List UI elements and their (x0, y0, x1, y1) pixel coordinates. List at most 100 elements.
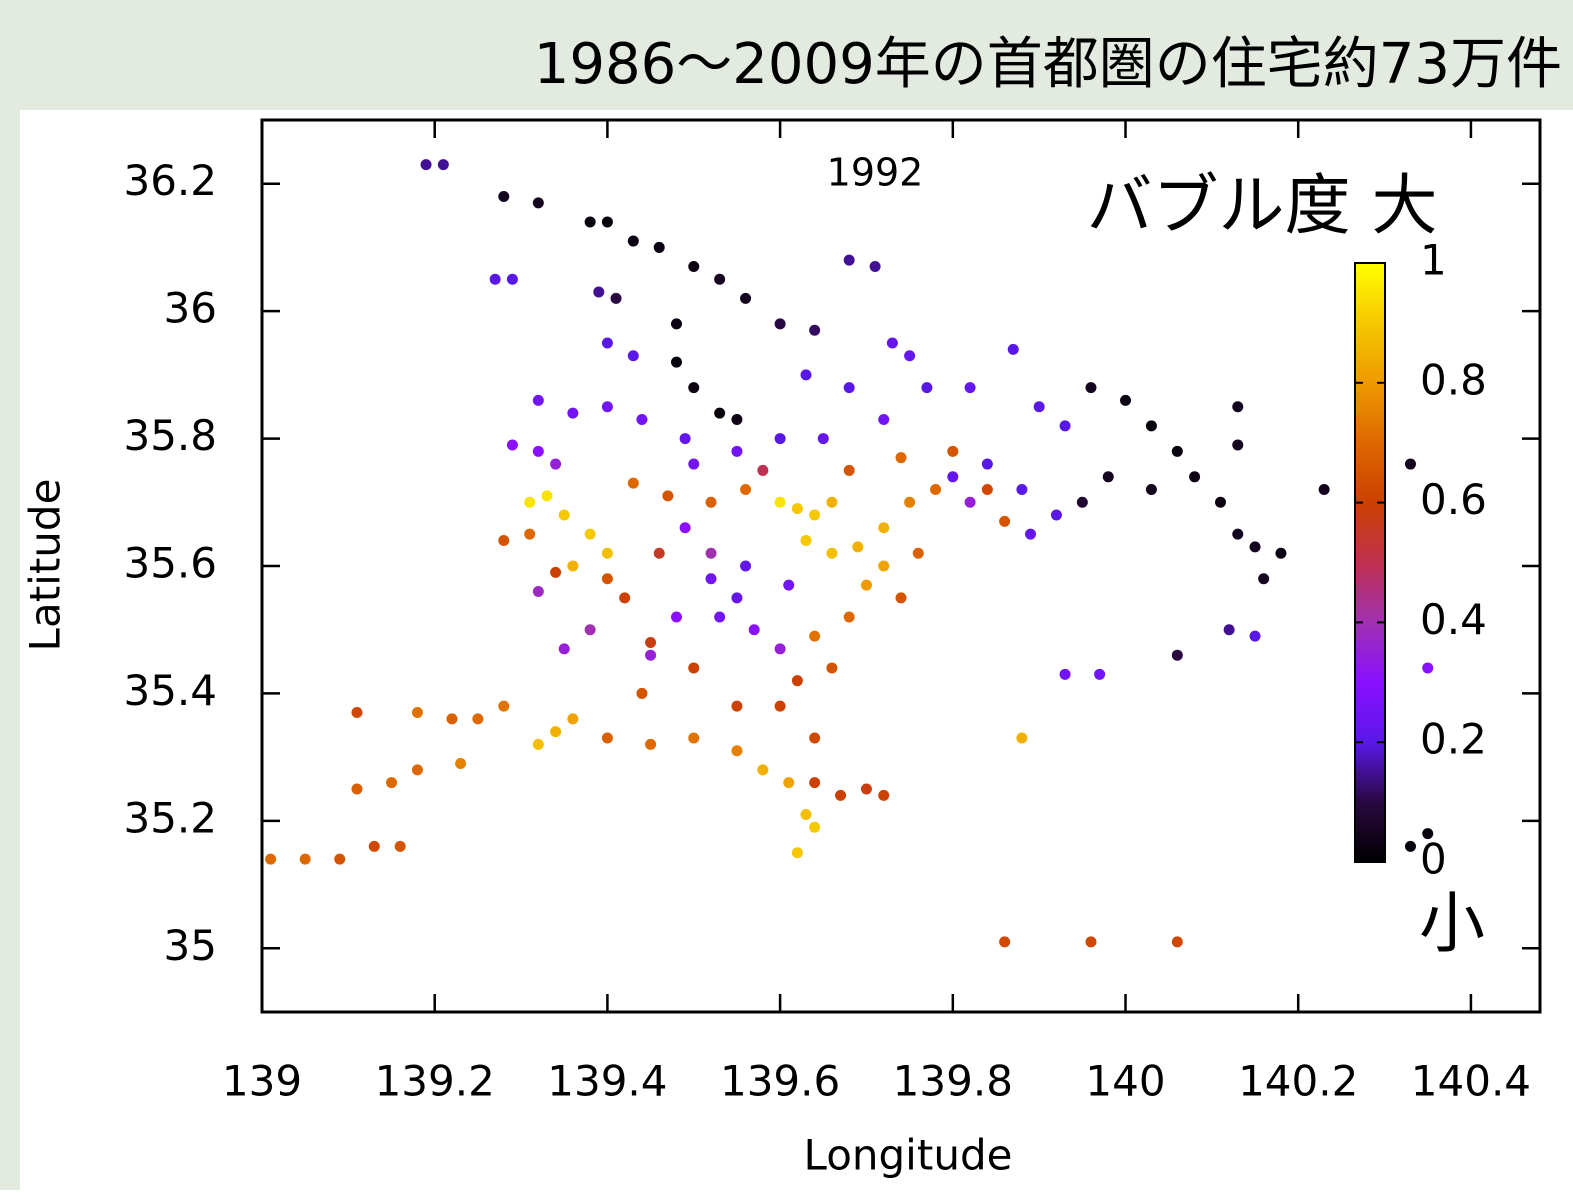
point (1025, 528, 1037, 540)
point (532, 445, 544, 457)
point (636, 687, 648, 699)
point (334, 853, 346, 865)
point (1085, 936, 1097, 948)
point (610, 292, 622, 304)
point (860, 783, 872, 795)
low-label: 小 (1419, 885, 1485, 962)
point (489, 273, 501, 285)
point (1059, 668, 1071, 680)
chart-title: 1986～2009年の首都圏の住宅約73万件 (534, 32, 1562, 97)
point (1085, 382, 1097, 394)
point (653, 241, 665, 253)
x-tick-label: 139.6 (720, 1057, 840, 1106)
x-tick-label: 140.2 (1238, 1057, 1358, 1106)
colorbar-tick-label: 0.6 (1420, 475, 1487, 524)
point (386, 777, 398, 789)
point (567, 560, 579, 572)
point (878, 789, 890, 801)
point (791, 503, 803, 515)
point (1422, 662, 1434, 674)
point (541, 490, 553, 502)
point (532, 738, 544, 750)
point (774, 318, 786, 330)
point (757, 464, 769, 476)
point (878, 413, 890, 425)
point (265, 853, 277, 865)
point (705, 573, 717, 585)
point (1171, 445, 1183, 457)
point (1102, 471, 1114, 483)
point (1145, 484, 1157, 496)
point (506, 273, 518, 285)
point (688, 662, 700, 674)
point (1059, 420, 1071, 432)
point (1016, 484, 1028, 496)
point (809, 509, 821, 521)
point (947, 471, 959, 483)
point (981, 484, 993, 496)
point (731, 700, 743, 712)
point (1404, 840, 1416, 852)
point (705, 496, 717, 508)
point (593, 286, 605, 298)
point (800, 808, 812, 820)
point (774, 700, 786, 712)
point (981, 458, 993, 470)
point (826, 496, 838, 508)
point (714, 611, 726, 623)
point (498, 190, 510, 202)
point (679, 522, 691, 534)
point (740, 292, 752, 304)
panel (20, 110, 1573, 1190)
colorbar-tick-label: 0.4 (1420, 595, 1487, 644)
point (550, 566, 562, 578)
colorbar-tick-label: 0.8 (1420, 355, 1487, 404)
y-tick-label: 35.4 (123, 666, 217, 715)
point (1249, 541, 1261, 553)
point (1007, 343, 1019, 355)
point (964, 382, 976, 394)
y-tick-label: 35.2 (123, 793, 217, 842)
point (748, 624, 760, 636)
point (1318, 484, 1330, 496)
point (601, 216, 613, 228)
point (878, 560, 890, 572)
point (446, 713, 458, 725)
y-tick-label: 35.8 (123, 411, 217, 460)
point (904, 350, 916, 362)
point (1275, 547, 1287, 559)
point (1422, 828, 1434, 840)
point (800, 369, 812, 381)
point (705, 547, 717, 559)
point (809, 777, 821, 789)
point (740, 484, 752, 496)
point (558, 509, 570, 521)
point (1145, 420, 1157, 432)
point (411, 764, 423, 776)
point (912, 547, 924, 559)
point (532, 585, 544, 597)
point (809, 324, 821, 336)
point (1050, 509, 1062, 521)
point (791, 847, 803, 859)
point (550, 458, 562, 470)
point (869, 261, 881, 273)
point (567, 713, 579, 725)
point (783, 579, 795, 591)
point (601, 573, 613, 585)
year-label: 1992 (827, 151, 924, 195)
point (1215, 496, 1226, 508)
point (472, 713, 484, 725)
point (774, 643, 786, 655)
colorbar-tick-label: 1 (1420, 236, 1447, 285)
point (299, 853, 311, 865)
x-tick-label: 139.8 (893, 1057, 1013, 1106)
point (670, 356, 682, 368)
point (843, 382, 855, 394)
point (601, 337, 613, 349)
point (904, 496, 916, 508)
point (1189, 471, 1201, 483)
point (809, 821, 821, 833)
